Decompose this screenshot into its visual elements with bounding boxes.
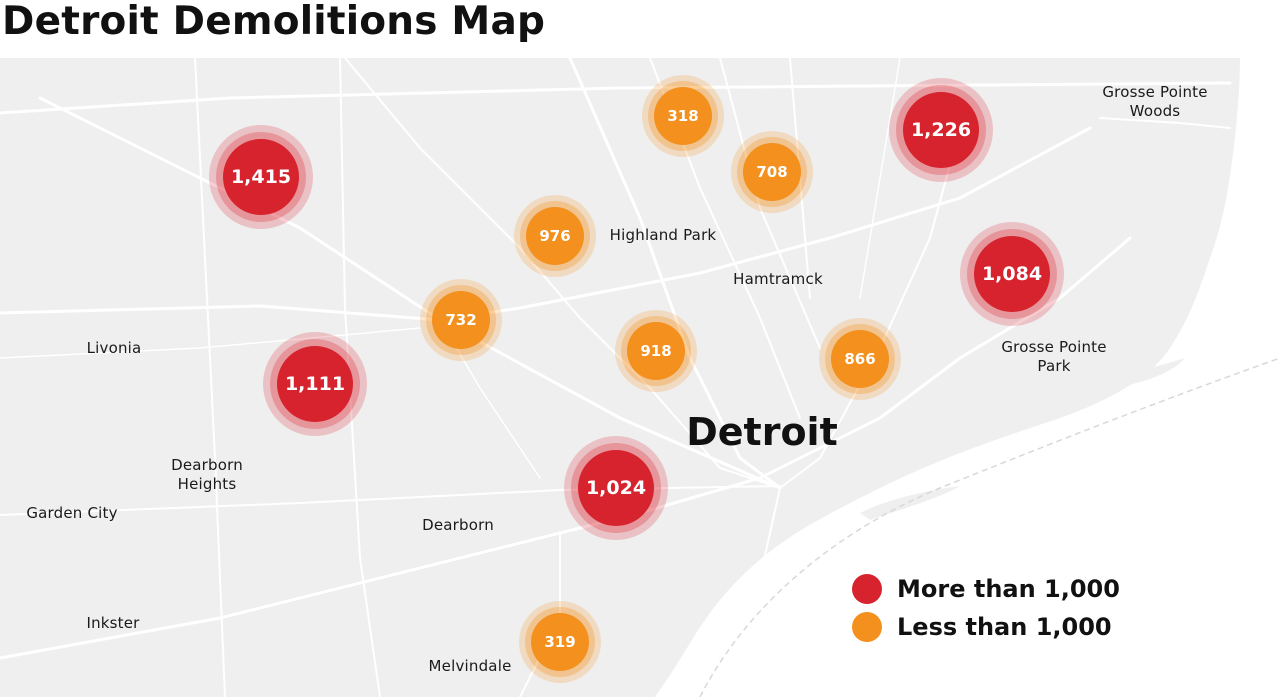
place-label: Highland Park	[609, 226, 717, 244]
marker-count: 1,024	[578, 450, 654, 526]
place-label: Melvindale	[428, 657, 512, 675]
demolition-marker[interactable]: 1,111	[263, 332, 367, 436]
border-line	[699, 357, 1280, 697]
map-base	[0, 58, 1280, 697]
place-label: Grosse Pointe Woods	[1102, 83, 1208, 120]
demolition-marker[interactable]: 1,226	[889, 78, 993, 182]
detroit-river	[655, 58, 1280, 697]
legend-item-more: More than 1,000	[852, 570, 1120, 608]
marker-count: 732	[432, 291, 490, 349]
city-label-detroit: Detroit	[686, 410, 838, 454]
demolition-marker[interactable]: 918	[615, 310, 697, 392]
belle-isle	[1052, 358, 1185, 394]
river-island	[860, 486, 960, 520]
orange-dot-icon	[852, 612, 882, 642]
place-label: Livonia	[86, 339, 142, 357]
demolition-marker[interactable]: 318	[642, 75, 724, 157]
demolition-marker[interactable]: 708	[731, 131, 813, 213]
red-dot-icon	[852, 574, 882, 604]
place-label: Inkster	[86, 614, 140, 632]
road-network	[0, 58, 1232, 697]
demolition-marker[interactable]: 319	[519, 601, 601, 683]
demolition-marker[interactable]: 1,024	[564, 436, 668, 540]
legend-label: Less than 1,000	[897, 613, 1112, 641]
demolition-marker[interactable]: 866	[819, 318, 901, 400]
place-label: Grosse Pointe Park	[1001, 338, 1107, 375]
marker-count: 1,084	[974, 236, 1050, 312]
marker-count: 318	[654, 87, 712, 145]
page-title: Detroit Demolitions Map	[2, 0, 546, 44]
demolition-marker[interactable]: 732	[420, 279, 502, 361]
map-legend: More than 1,000 Less than 1,000	[852, 570, 1120, 646]
demolition-marker[interactable]: 1,415	[209, 125, 313, 229]
marker-count: 976	[526, 207, 584, 265]
marker-count: 1,226	[903, 92, 979, 168]
marker-count: 918	[627, 322, 685, 380]
place-label: Garden City	[26, 504, 118, 522]
place-label: Dearborn	[422, 516, 494, 534]
legend-item-less: Less than 1,000	[852, 608, 1120, 646]
legend-label: More than 1,000	[897, 575, 1120, 603]
marker-count: 1,415	[223, 139, 299, 215]
marker-count: 1,111	[277, 346, 353, 422]
place-label: Hamtramck	[733, 270, 823, 288]
marker-count: 708	[743, 143, 801, 201]
demolition-marker[interactable]: 976	[514, 195, 596, 277]
place-label: Dearborn Heights	[171, 456, 243, 493]
marker-count: 319	[531, 613, 589, 671]
marker-count: 866	[831, 330, 889, 388]
map-area[interactable]: Grosse Pointe Woods Highland Park Hamtra…	[0, 58, 1280, 697]
demolition-marker[interactable]: 1,084	[960, 222, 1064, 326]
